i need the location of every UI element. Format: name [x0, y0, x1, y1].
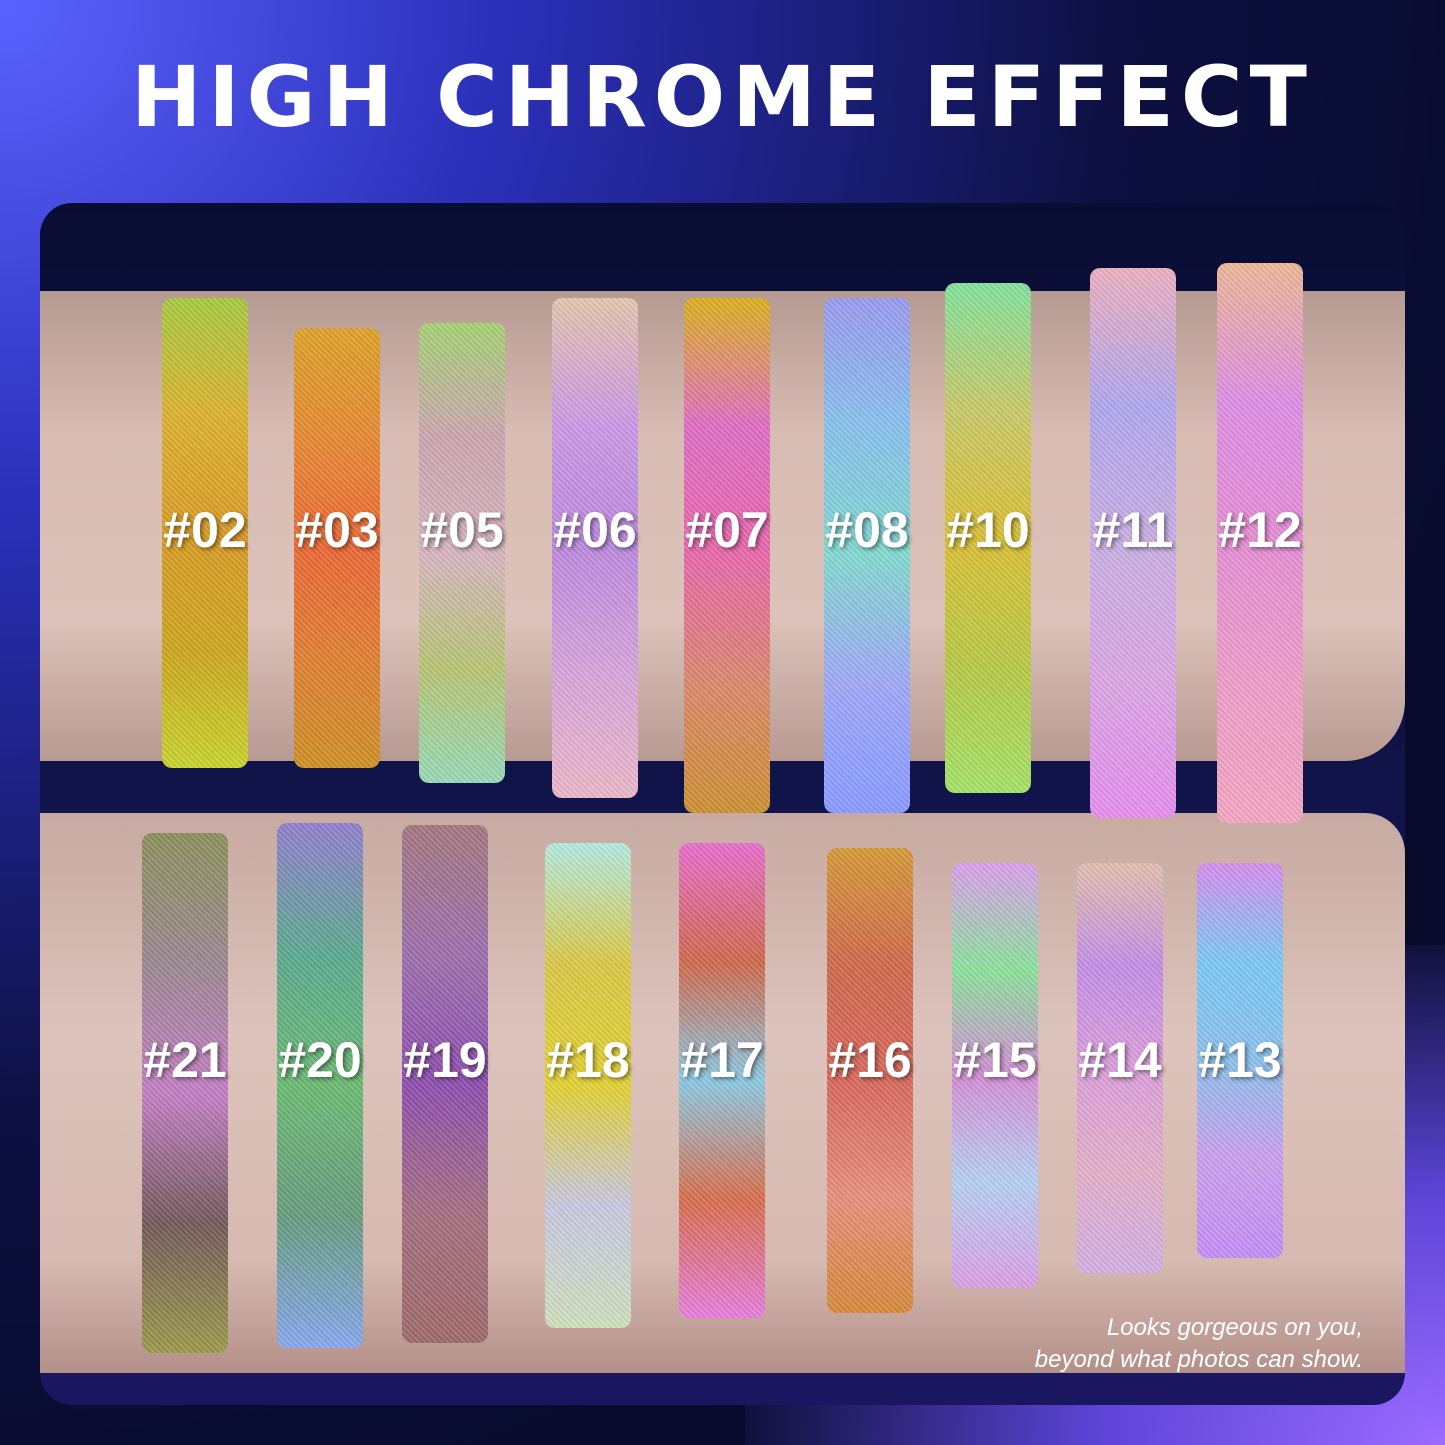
swatch-label: #10 [946, 502, 1030, 558]
swatch-20 [277, 823, 363, 1348]
swatch-16 [827, 848, 913, 1313]
swatch-label: #12 [1218, 502, 1302, 558]
swatch-photo-panel: #02 #03 #05 #06 #07 #08 #10 #11 #12 #21 #20 #19 #18 #… [40, 203, 1405, 1405]
swatch-label: #19 [403, 1032, 487, 1088]
swatch-label: #03 [295, 502, 379, 558]
caption-line-1: Looks gorgeous on you, [1106, 1314, 1363, 1341]
swatch-06 [552, 298, 638, 798]
swatch-19 [402, 825, 488, 1343]
swatch-label: #15 [953, 1032, 1037, 1088]
swatch-label: #07 [685, 502, 769, 558]
swatch-11 [1090, 268, 1176, 818]
swatch-label: #08 [825, 502, 909, 558]
swatch-10 [945, 283, 1031, 793]
swatch-15 [952, 863, 1038, 1288]
swatch-label: #06 [553, 502, 637, 558]
swatch-label: #14 [1078, 1032, 1162, 1088]
swatch-02 [162, 298, 248, 768]
swatch-07 [684, 298, 770, 813]
swatch-label: #02 [163, 502, 247, 558]
swatch-label: #18 [546, 1032, 630, 1088]
swatch-14 [1077, 863, 1163, 1273]
swatch-label: #05 [420, 502, 504, 558]
caption-line-2: beyond what photos can show. [1034, 1346, 1363, 1373]
page-title: HIGH CHROME EFFECT [131, 48, 1314, 146]
swatch-label: #20 [278, 1032, 362, 1088]
swatch-21 [142, 833, 228, 1353]
swatch-03 [294, 328, 380, 768]
swatch-13 [1197, 863, 1283, 1258]
swatch-label: #16 [828, 1032, 912, 1088]
swatch-05 [419, 323, 505, 783]
swatch-18 [545, 843, 631, 1328]
swatch-label: #17 [680, 1032, 764, 1088]
swatch-label: #21 [143, 1032, 227, 1088]
swatch-label: #13 [1198, 1032, 1282, 1088]
swatch-17 [679, 843, 765, 1318]
swatch-08 [824, 298, 910, 813]
swatch-label: #11 [1092, 502, 1174, 558]
swatch-12 [1217, 263, 1303, 823]
caption: Looks gorgeous on you, beyond what photo… [1035, 1312, 1363, 1376]
